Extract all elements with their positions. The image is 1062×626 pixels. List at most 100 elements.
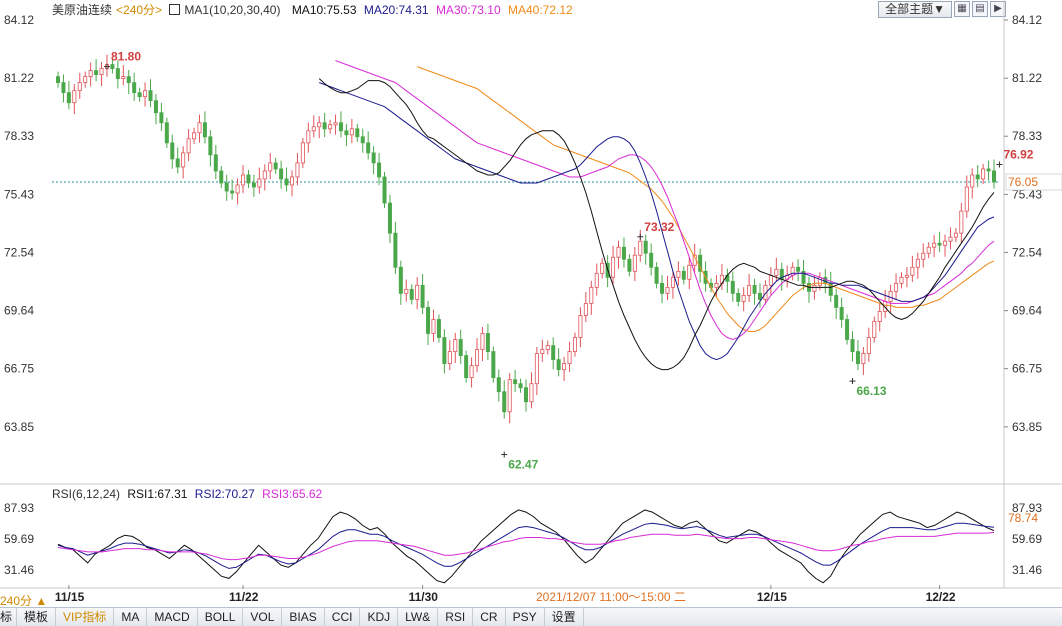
tab-rsi[interactable]: RSI xyxy=(438,608,474,626)
candle-body xyxy=(241,174,246,186)
candle-body xyxy=(589,286,594,304)
candle-body xyxy=(99,68,104,75)
y-tick-label-left: 84.12 xyxy=(4,13,34,27)
candle-body xyxy=(317,122,322,128)
rsi-current-tag: 78.74 xyxy=(1008,511,1038,525)
extreme-label: 62.47 xyxy=(508,458,538,472)
candle-body xyxy=(572,337,577,352)
y-tick-label-right: 69.64 xyxy=(1012,304,1042,318)
candle-body xyxy=(861,353,866,365)
candle-body xyxy=(431,319,436,334)
tab-indicator[interactable]: 标 xyxy=(0,608,18,626)
candle-body xyxy=(872,321,877,338)
theme-dropdown-button[interactable]: 全部主题▼ xyxy=(878,1,952,18)
candle-body xyxy=(714,282,719,288)
tab-boll[interactable]: BOLL xyxy=(198,608,244,626)
candle-body xyxy=(66,92,71,104)
candle-body xyxy=(447,351,452,365)
candle-body xyxy=(72,90,77,104)
candle-body xyxy=(660,282,665,294)
candle-body xyxy=(426,307,431,334)
tab-bias[interactable]: BIAS xyxy=(282,608,325,626)
tab-item-14[interactable]: 设置 xyxy=(545,608,584,626)
candle-body xyxy=(289,176,294,186)
candle-body xyxy=(300,142,305,164)
rsi-tick-label-left: 59.69 xyxy=(4,532,34,546)
x-tick-label: 11/15 xyxy=(55,590,85,604)
candle-body xyxy=(621,246,626,260)
candle-body xyxy=(578,315,583,338)
rsi-line-rsi1 xyxy=(57,509,995,584)
candle-body xyxy=(992,170,997,183)
candle-body xyxy=(616,246,621,258)
y-tick-label-right: 81.22 xyxy=(1012,71,1042,85)
rsi-tick-label-left: 87.93 xyxy=(4,501,34,515)
tab-kdj[interactable]: KDJ xyxy=(360,608,399,626)
rsi-indicator-label[interactable]: RSI(6,12,24) xyxy=(52,487,121,501)
period-selector[interactable]: 240分 ▲ xyxy=(0,594,48,608)
candle-body xyxy=(143,90,148,98)
candle-body xyxy=(632,254,637,272)
candle-body xyxy=(600,262,605,274)
candle-body xyxy=(273,162,278,170)
candle-body xyxy=(681,270,686,280)
rsi-legend: RSI(6,12,24) RSI1:67.31 RSI2:70.27 RSI3:… xyxy=(52,487,326,501)
candle-body xyxy=(398,266,403,294)
candle-body xyxy=(594,272,599,288)
candle-body xyxy=(306,130,311,144)
candle-body xyxy=(518,383,523,389)
grid-view-icon[interactable]: ▦ xyxy=(954,1,970,17)
candle-body xyxy=(344,130,349,136)
tab-lw[interactable]: LW& xyxy=(398,608,439,626)
candle-body xyxy=(583,303,588,316)
candle-body xyxy=(83,76,88,84)
ma-settings-icon[interactable] xyxy=(169,4,181,15)
tab-vip[interactable]: VIP指标 xyxy=(56,608,115,626)
candle-body xyxy=(698,254,703,272)
candle-body xyxy=(676,270,681,278)
candle-body xyxy=(627,258,632,272)
main-legend: 美原油连续 <240分> MA1(10,20,30,40) MA10:75.53 … xyxy=(52,2,577,18)
candle-body xyxy=(164,122,169,144)
current-price-tag: 76.05 xyxy=(1008,175,1038,189)
extreme-label: 76.92 xyxy=(1003,148,1033,162)
candle-body xyxy=(349,128,354,136)
scroll-right-icon[interactable]: ▶ xyxy=(990,1,1006,17)
y-tick-label-right: 75.43 xyxy=(1012,187,1042,201)
candle-body xyxy=(915,258,920,268)
candle-body xyxy=(562,363,567,371)
candle-body xyxy=(436,319,441,338)
candle-body xyxy=(186,138,191,154)
y-tick-label-right: 78.33 xyxy=(1012,129,1042,143)
extreme-label: 66.13 xyxy=(857,384,887,398)
candle-body xyxy=(545,345,550,350)
ma-indicator-label[interactable]: MA1(10,20,30,40) xyxy=(169,3,284,17)
candle-body xyxy=(845,319,850,340)
candle-body xyxy=(551,345,556,361)
tab-cci[interactable]: CCI xyxy=(325,608,361,626)
candle-body xyxy=(94,70,99,75)
chart-settings-icon[interactable]: ▤ xyxy=(972,1,988,17)
candle-body xyxy=(910,266,915,276)
rsi-line-rsi2 xyxy=(57,522,995,569)
ma40-value: MA40:72.12 xyxy=(508,3,573,17)
y-tick-label-right: 66.75 xyxy=(1012,362,1042,376)
x-tick-label: 12/15 xyxy=(757,590,787,604)
ma20-value: MA20:74.31 xyxy=(363,3,429,17)
candle-body xyxy=(181,152,186,168)
candle-body xyxy=(970,174,975,188)
tab-cr[interactable]: CR xyxy=(473,608,506,626)
tab-psy[interactable]: PSY xyxy=(506,608,545,626)
tab-vol[interactable]: VOL xyxy=(243,608,283,626)
candle-body xyxy=(153,100,158,114)
tab-macd[interactable]: MACD xyxy=(147,608,198,626)
tab-item-1[interactable]: 模板 xyxy=(17,608,57,626)
candle-body xyxy=(567,351,572,365)
x-tick-label: 11/22 xyxy=(229,590,259,604)
candle-body xyxy=(513,379,518,385)
tab-ma[interactable]: MA xyxy=(114,608,148,626)
price-chart[interactable]: 84.12 84.12 81.22 81.22 78.33 78.33 75.43 75.43… xyxy=(0,0,1062,607)
candle-body xyxy=(926,246,931,254)
candle-body xyxy=(295,162,300,178)
candle-body xyxy=(752,284,757,294)
